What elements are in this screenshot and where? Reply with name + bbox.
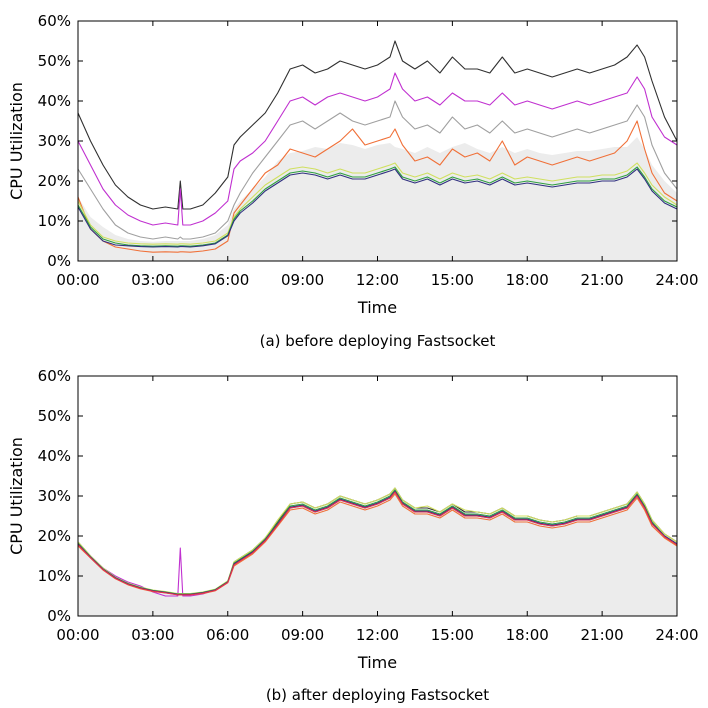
y-axis-title: CPU Utilization [7,437,26,555]
x-tick-label: 24:00 [655,271,698,289]
range-band [78,137,677,261]
y-tick-label: 20% [38,172,71,190]
chart-caption: (a) before deploying Fastsocket [260,332,496,350]
series-line-8 [77,491,678,596]
series-line-7 [77,168,678,248]
x-tick-label: 21:00 [581,626,624,644]
series-line-4 [77,120,678,253]
x-tick-label: 21:00 [581,271,624,289]
x-tick-label: 03:00 [131,626,174,644]
x-tick-label: 06:00 [206,626,249,644]
series-line-2 [77,72,678,226]
series-line-6 [77,166,678,247]
x-tick-label: 06:00 [206,271,249,289]
chart-a-before-fastsocket: 00:00 03:00 06:00 09:00 12:00 15:00 18:00 21:00… [7,12,699,350]
x-tick-label: 12:00 [356,271,399,289]
y-tick-label: 0% [47,607,71,625]
y-tick-label: 40% [38,92,71,110]
y-tick-label: 20% [38,527,71,545]
x-tick-label: 03:00 [131,271,174,289]
y-tick-label: 10% [38,212,71,230]
series-line-3 [77,100,678,240]
series-line-1 [77,40,678,210]
x-tick-label: 24:00 [655,626,698,644]
y-tick-label: 50% [38,52,71,70]
x-tick-label: 00:00 [56,626,99,644]
x-tick-label: 18:00 [506,626,549,644]
y-tick-label: 50% [38,407,71,425]
x-tick-label: 00:00 [56,271,99,289]
y-tick-label: 40% [38,447,71,465]
x-tick-label: 18:00 [506,271,549,289]
x-tick-label: 15:00 [431,626,474,644]
y-tick-label: 60% [38,367,71,385]
y-tick-label: 0% [47,252,71,270]
y-tick-label: 30% [38,487,71,505]
x-tick-label: 15:00 [431,271,474,289]
range-band [78,492,677,616]
y-tick-label: 60% [38,12,71,30]
x-axis-title: Time [357,653,397,672]
x-tick-label: 09:00 [281,271,324,289]
y-tick-label: 10% [38,567,71,585]
x-tick-label: 12:00 [356,626,399,644]
chart-caption: (b) after deploying Fastsocket [266,686,489,704]
x-tick-label: 09:00 [281,626,324,644]
chart-b-after-fastsocket: 00:00 03:00 06:00 09:00 12:00 15:00 18:00 21:00… [7,367,699,704]
series-line-5 [77,162,678,245]
x-axis-title: Time [357,298,397,317]
y-axis-title: CPU Utilization [7,82,26,200]
y-tick-label: 30% [38,132,71,150]
